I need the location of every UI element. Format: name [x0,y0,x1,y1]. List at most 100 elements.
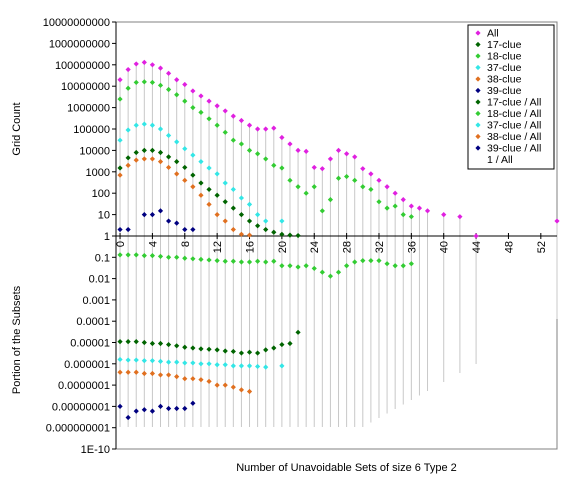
data-point [263,259,269,265]
data-point [246,122,253,128]
data-point [295,329,301,335]
data-point [165,218,172,224]
data-point [125,369,131,375]
legend-entry: All [487,28,499,40]
data-point [368,171,374,177]
x-tick-label: 20 [277,241,289,253]
data-point [198,346,204,352]
data-point [133,357,139,363]
upper-y-tick-label: 100000 [73,124,110,136]
data-point [230,186,236,193]
data-point [344,151,350,157]
data-point [327,197,334,203]
data-point [157,372,164,378]
data-point [287,177,293,183]
x-tick-label: 52 [536,241,548,253]
data-point [246,218,253,224]
data-point [174,139,180,145]
legend-entry: 39-clue / All [487,143,541,155]
data-point [255,223,261,229]
data-point [238,141,245,147]
data-point [125,127,131,133]
data-point [174,171,180,177]
x-tick-label: 4 [147,241,159,247]
data-point [165,359,172,365]
data-point [222,129,228,135]
data-point [271,258,277,264]
data-point [392,190,398,196]
upper-y-tick-label: 10 [98,210,110,222]
lower-y-tick-label: 1E-10 [81,444,110,456]
data-point [206,257,212,263]
legend-marker [475,41,481,48]
data-point [206,98,212,104]
data-point [141,370,147,377]
upper-y-tick-label: 1000000000 [49,38,110,50]
markers [117,59,560,421]
legend-marker [475,53,481,59]
data-point [149,408,156,414]
data-point [190,256,196,262]
data-point [222,218,228,224]
data-point [230,205,236,211]
data-point [230,137,236,143]
data-point [206,361,212,367]
data-point [149,370,156,377]
data-point [141,253,147,259]
data-point [117,77,123,83]
data-point [230,113,236,119]
data-point [190,105,196,111]
data-point [141,59,147,65]
data-point [222,108,228,114]
legend-marker [475,87,481,94]
upper-y-tick-label: 100 [92,188,110,200]
lower-y-tick-label: 0.0000001 [58,380,110,392]
data-point [271,162,277,168]
data-point [206,201,212,207]
data-point [133,149,139,156]
data-point [376,199,382,205]
x-tick-label: 40 [439,241,451,253]
data-point [287,232,293,238]
lower-y-tick-label: 0.00000001 [52,401,110,413]
data-point [230,363,236,369]
data-point [133,252,139,258]
data-point [141,156,147,162]
data-point [238,117,245,124]
data-point [165,164,172,171]
data-point [125,162,131,168]
data-point [238,212,245,218]
data-point [117,226,123,233]
x-tick-label: 8 [180,241,192,247]
data-point [335,269,342,275]
data-point [157,82,164,88]
data-point [400,212,406,218]
data-point [246,232,253,238]
data-point [392,263,398,269]
legend-entry: 17-clue / All [487,97,541,109]
data-point [352,259,358,265]
data-point [222,362,228,368]
data-point [246,201,253,207]
data-point [206,186,212,193]
data-point [368,257,374,264]
data-point [295,184,301,190]
data-point [149,62,156,68]
data-point [117,172,123,178]
data-point [255,363,261,370]
data-point [352,154,358,160]
upper-y-axis-title: Grid Count [11,102,23,155]
data-point [117,339,123,345]
data-point [246,349,253,355]
data-point [271,125,277,131]
lower-y-tick-label: 0.00001 [70,338,110,350]
data-point [198,192,204,198]
legend-marker [475,122,481,128]
data-point [141,358,147,364]
data-point [368,186,374,193]
data-point [198,377,204,383]
data-point [198,158,204,165]
data-point [190,152,196,158]
legend-marker [475,30,481,36]
upper-y-tick-label: 10000000000 [43,17,110,29]
